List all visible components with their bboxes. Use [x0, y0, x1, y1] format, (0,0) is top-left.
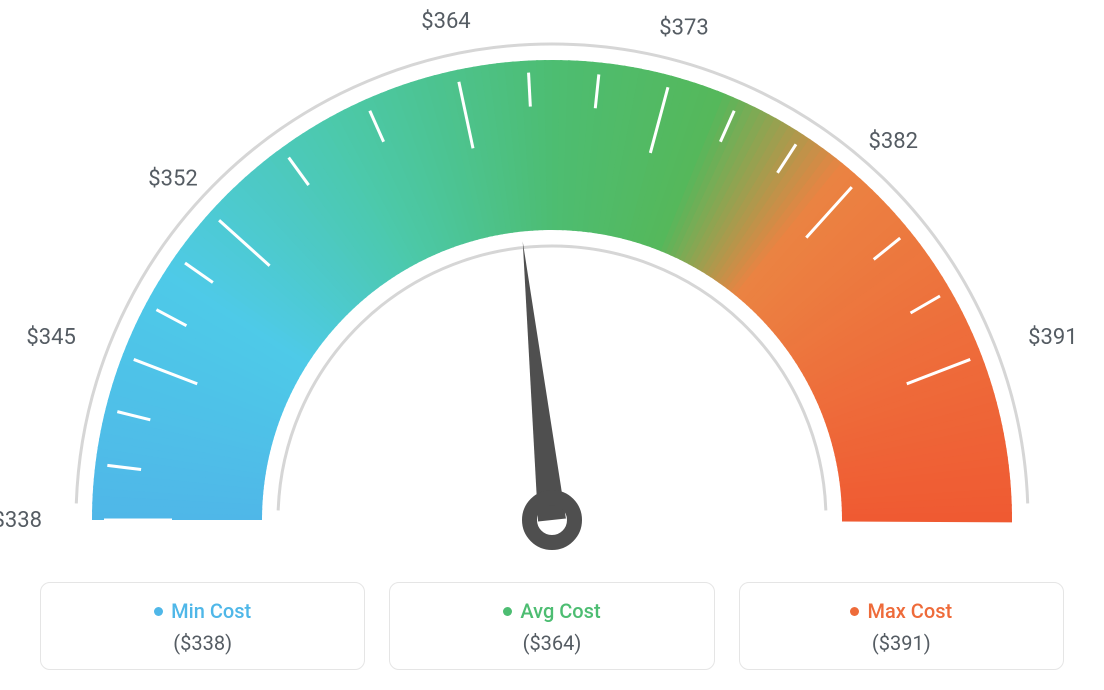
legend-value: ($364)	[400, 631, 703, 655]
legend-title: Min Cost	[154, 599, 251, 623]
gauge-svg: $338 $345 $352 $364 $373 $382 $391	[0, 0, 1104, 570]
gauge-tick-label: $338	[0, 508, 42, 533]
cost-gauge: $338 $345 $352 $364 $373 $382 $391	[0, 0, 1104, 570]
legend-card-min-cost: Min Cost ($338)	[40, 582, 365, 670]
legend-title: Avg Cost	[503, 599, 600, 623]
legend-bullet-icon	[850, 607, 859, 616]
gauge-tick-label: $382	[869, 129, 918, 154]
gauge-tick-label: $373	[659, 15, 708, 40]
gauge-needle	[523, 242, 566, 522]
legend-title-text: Max Cost	[867, 599, 952, 623]
gauge-tick-label: $391	[1028, 325, 1077, 350]
legend-card-max-cost: Max Cost ($391)	[739, 582, 1064, 670]
legend-value: ($338)	[51, 631, 354, 655]
cost-legend-row: Min Cost ($338) Avg Cost ($364) Max Cost ($39…	[0, 570, 1104, 670]
legend-title-text: Min Cost	[171, 599, 251, 623]
legend-card-avg-cost: Avg Cost ($364)	[389, 582, 714, 670]
legend-value: ($391)	[750, 631, 1053, 655]
legend-bullet-icon	[503, 607, 512, 616]
legend-title-text: Avg Cost	[520, 599, 600, 623]
gauge-tick-label: $352	[148, 167, 197, 192]
gauge-tick-label: $364	[421, 9, 470, 34]
gauge-tick-label: $345	[26, 325, 75, 350]
legend-bullet-icon	[154, 607, 163, 616]
legend-title: Max Cost	[850, 599, 952, 623]
